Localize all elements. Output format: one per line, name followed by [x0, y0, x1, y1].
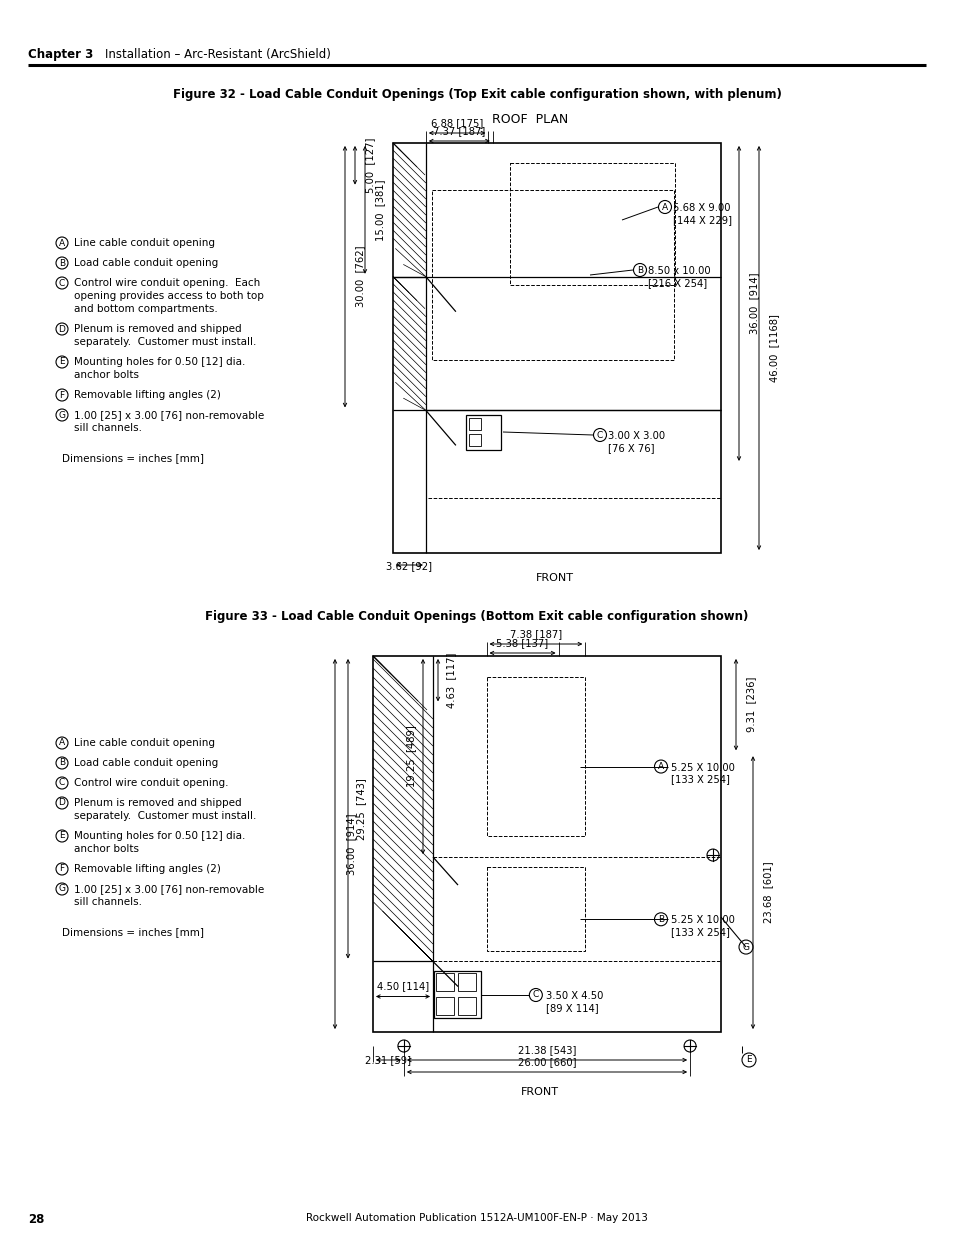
Text: 4.63  [117]: 4.63 [117] — [446, 652, 456, 708]
Text: FRONT: FRONT — [520, 1087, 558, 1097]
Text: 30.00  [762]: 30.00 [762] — [355, 246, 365, 308]
Bar — [434, 972, 480, 1019]
Bar — [469, 433, 480, 446]
Text: 15.00  [381]: 15.00 [381] — [375, 179, 385, 241]
Text: G: G — [741, 942, 749, 951]
Text: 3.62 [92]: 3.62 [92] — [386, 561, 432, 571]
Text: C: C — [597, 431, 602, 440]
Text: G: G — [58, 410, 66, 420]
Text: E: E — [59, 357, 65, 367]
Text: 5.00  [127]: 5.00 [127] — [365, 137, 375, 193]
Text: 4.50 [114]: 4.50 [114] — [376, 982, 429, 992]
Text: Dimensions = inches [mm]: Dimensions = inches [mm] — [62, 927, 204, 937]
Text: Plenum is removed and shipped
separately.  Customer must install.: Plenum is removed and shipped separately… — [74, 798, 256, 821]
Bar — [486, 677, 585, 836]
Text: Load cable conduit opening: Load cable conduit opening — [74, 758, 218, 768]
Text: F: F — [59, 864, 65, 873]
Text: Line cable conduit opening: Line cable conduit opening — [74, 238, 214, 248]
Text: E: E — [59, 831, 65, 841]
Text: 6.88 [175]: 6.88 [175] — [431, 119, 483, 128]
Text: 1.00 [25] x 3.00 [76] non-removable
sill channels.: 1.00 [25] x 3.00 [76] non-removable sill… — [74, 884, 264, 908]
Text: 29.25  [743]: 29.25 [743] — [355, 778, 366, 840]
Text: B: B — [637, 266, 642, 274]
Bar — [510, 163, 675, 285]
Text: Load cable conduit opening: Load cable conduit opening — [74, 258, 218, 268]
Text: B: B — [658, 915, 663, 924]
Text: Chapter 3: Chapter 3 — [28, 48, 93, 61]
Text: Line cable conduit opening: Line cable conduit opening — [74, 739, 214, 748]
Bar — [432, 190, 673, 359]
Text: 3.50 X 4.50
[89 X 114]: 3.50 X 4.50 [89 X 114] — [545, 990, 602, 1013]
Text: B: B — [59, 758, 65, 767]
Bar — [457, 973, 476, 992]
Text: B: B — [59, 258, 65, 268]
Text: 5.25 X 10.00
[133 X 254]: 5.25 X 10.00 [133 X 254] — [670, 762, 734, 784]
Text: 8.50 x 10.00
[216 X 254]: 8.50 x 10.00 [216 X 254] — [647, 266, 710, 288]
Text: 26.00 [660]: 26.00 [660] — [517, 1057, 576, 1067]
Text: 5.68 X 9.00
[144 X 229]: 5.68 X 9.00 [144 X 229] — [672, 203, 731, 225]
Text: Mounting holes for 0.50 [12] dia.
anchor bolts: Mounting holes for 0.50 [12] dia. anchor… — [74, 357, 245, 380]
Text: A: A — [59, 238, 65, 247]
Bar — [465, 415, 500, 450]
Text: Figure 33 - Load Cable Conduit Openings (Bottom Exit cable configuration shown): Figure 33 - Load Cable Conduit Openings … — [205, 610, 748, 622]
Text: Removable lifting angles (2): Removable lifting angles (2) — [74, 390, 221, 400]
Text: D: D — [58, 799, 66, 808]
Text: D: D — [58, 325, 66, 333]
Text: G: G — [58, 884, 66, 893]
Text: 7.37 [187]: 7.37 [187] — [433, 126, 485, 136]
Text: Rockwell Automation Publication 1512A-UM100F-EN-P · May 2013: Rockwell Automation Publication 1512A-UM… — [306, 1213, 647, 1223]
Bar — [486, 867, 585, 951]
Text: FRONT: FRONT — [536, 573, 574, 583]
Text: Removable lifting angles (2): Removable lifting angles (2) — [74, 864, 221, 874]
Text: Control wire conduit opening.: Control wire conduit opening. — [74, 778, 229, 788]
Bar — [457, 998, 476, 1015]
Text: Plenum is removed and shipped
separately.  Customer must install.: Plenum is removed and shipped separately… — [74, 324, 256, 347]
Text: 21.38 [543]: 21.38 [543] — [517, 1045, 576, 1055]
Bar — [469, 417, 480, 430]
Text: C: C — [532, 990, 538, 999]
Text: Control wire conduit opening.  Each
opening provides access to both top
and bott: Control wire conduit opening. Each openi… — [74, 278, 264, 315]
Text: ROOF  PLAN: ROOF PLAN — [492, 112, 568, 126]
Text: Installation – Arc-Resistant (ArcShield): Installation – Arc-Resistant (ArcShield) — [90, 48, 331, 61]
Text: Dimensions = inches [mm]: Dimensions = inches [mm] — [62, 453, 204, 463]
Text: 7.38 [187]: 7.38 [187] — [509, 629, 561, 638]
Text: 28: 28 — [28, 1213, 45, 1226]
Text: 36.00  [914]: 36.00 [914] — [748, 273, 759, 335]
Text: Mounting holes for 0.50 [12] dia.
anchor bolts: Mounting holes for 0.50 [12] dia. anchor… — [74, 831, 245, 855]
Text: 5.38 [137]: 5.38 [137] — [496, 638, 548, 648]
Text: 9.31  [236]: 9.31 [236] — [745, 677, 755, 732]
Text: 36.00  [914]: 36.00 [914] — [346, 814, 355, 874]
Text: 46.00  [1168]: 46.00 [1168] — [768, 314, 779, 382]
Text: E: E — [745, 1056, 751, 1065]
Bar — [393, 143, 720, 553]
Text: C: C — [59, 279, 65, 288]
Bar — [373, 656, 720, 1032]
Text: F: F — [59, 390, 65, 399]
Text: 5.25 X 10.00
[133 X 254]: 5.25 X 10.00 [133 X 254] — [670, 915, 734, 937]
Text: A: A — [661, 203, 667, 211]
Bar — [436, 973, 454, 992]
Bar — [436, 998, 454, 1015]
Text: A: A — [59, 739, 65, 747]
Text: 19.25  [489]: 19.25 [489] — [406, 726, 416, 788]
Text: Figure 32 - Load Cable Conduit Openings (Top Exit cable configuration shown, wit: Figure 32 - Load Cable Conduit Openings … — [172, 88, 781, 101]
Text: 3.00 X 3.00
[76 X 76]: 3.00 X 3.00 [76 X 76] — [607, 431, 664, 452]
Text: A: A — [658, 762, 663, 771]
Text: 1.00 [25] x 3.00 [76] non-removable
sill channels.: 1.00 [25] x 3.00 [76] non-removable sill… — [74, 410, 264, 433]
Text: C: C — [59, 778, 65, 788]
Text: 23.68  [601]: 23.68 [601] — [762, 862, 772, 924]
Text: 2.31 [59]: 2.31 [59] — [365, 1055, 411, 1065]
